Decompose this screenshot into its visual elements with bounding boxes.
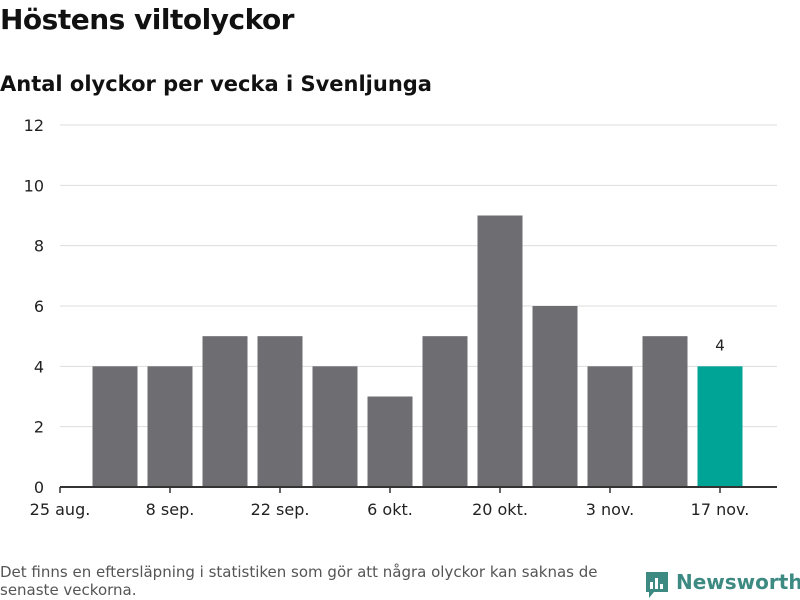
chart-title: Höstens viltolyckor [0, 3, 295, 36]
y-tick-label: 0 [34, 478, 44, 497]
x-tick-label: 22 sep. [251, 500, 310, 519]
x-axis: 25 aug. 8 sep. 22 sep. 6 okt. 20 okt. 3 nov. 1… [30, 486, 777, 519]
bar-6-okt [367, 396, 413, 487]
y-tick-label: 6 [34, 297, 44, 316]
bar-15-sep [202, 336, 248, 487]
bar-22-sep [257, 336, 303, 487]
bars [92, 215, 743, 487]
bar-27-okt [532, 306, 578, 487]
footnote: Det finns en eftersläpning i statistiken… [0, 563, 598, 599]
brand-logo[interactable]: Newsworthy [644, 570, 800, 600]
x-tick-label: 25 aug. [30, 500, 91, 519]
bar-17-nov [697, 366, 743, 487]
chart-subtitle: Antal olyckor per vecka i Svenljunga [0, 72, 432, 96]
y-tick-label: 10 [24, 176, 44, 195]
newsworthy-logo-icon [646, 572, 668, 598]
x-tick-label: 20 okt. [472, 500, 528, 519]
brand-name: Newsworthy [676, 570, 800, 594]
bar-29-sep [312, 366, 358, 487]
x-tick-label: 3 nov. [586, 500, 635, 519]
x-tick-label: 8 sep. [146, 500, 195, 519]
data-label: 4 [715, 336, 725, 354]
y-tick-label: 4 [34, 357, 44, 376]
y-tick-label: 2 [34, 418, 44, 437]
x-tick-label: 6 okt. [367, 500, 413, 519]
y-tick-label: 8 [34, 237, 44, 256]
x-tick-label: 17 nov. [691, 500, 750, 519]
y-axis-ticks: 0 2 4 6 8 10 12 [24, 116, 44, 497]
bar-8-sep [147, 366, 193, 487]
bar-chart: 0 2 4 6 8 10 12 4 25 aug. 8 sep. 22 sep. 6 okt. 20… [24, 116, 777, 519]
bar-20-okt [477, 215, 523, 487]
bar-3-nov [587, 366, 633, 487]
bar-13-okt [422, 336, 468, 487]
data-labels: 4 [715, 336, 725, 354]
y-tick-label: 12 [24, 116, 44, 135]
bar-1-sep [92, 366, 138, 487]
bar-10-nov [642, 336, 688, 487]
